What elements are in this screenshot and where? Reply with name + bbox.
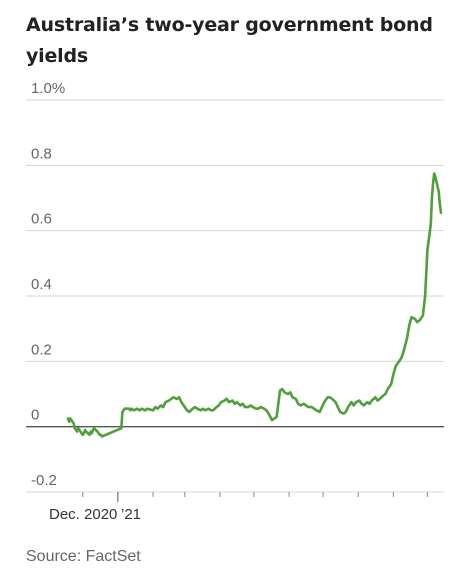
x-tick-label-2021: ’21 — [121, 506, 141, 523]
x-tick-label-dec-2020: Dec. 2020 — [49, 506, 117, 523]
x-axis: Dec. 2020’21 — [49, 492, 428, 523]
y-tick-label: 0 — [31, 407, 39, 424]
series-line — [66, 172, 443, 438]
y-tick-labels: -0.2 0 0.2 0.4 0.6 0.8 1.0% — [31, 80, 65, 489]
source-note: Source: FactSet — [26, 548, 141, 565]
series-layer — [66, 172, 443, 438]
y-tick-label: 0.2 — [31, 341, 52, 358]
gridlines — [26, 99, 444, 493]
y-tick-label: 0.6 — [31, 211, 52, 228]
y-tick-label: 0.8 — [31, 145, 52, 162]
y-tick-label: 1.0% — [31, 80, 65, 97]
y-tick-label: -0.2 — [31, 472, 57, 489]
chart-title: Australia’s two-year government bond yie… — [26, 14, 433, 67]
y-tick-label: 0.4 — [31, 276, 52, 293]
